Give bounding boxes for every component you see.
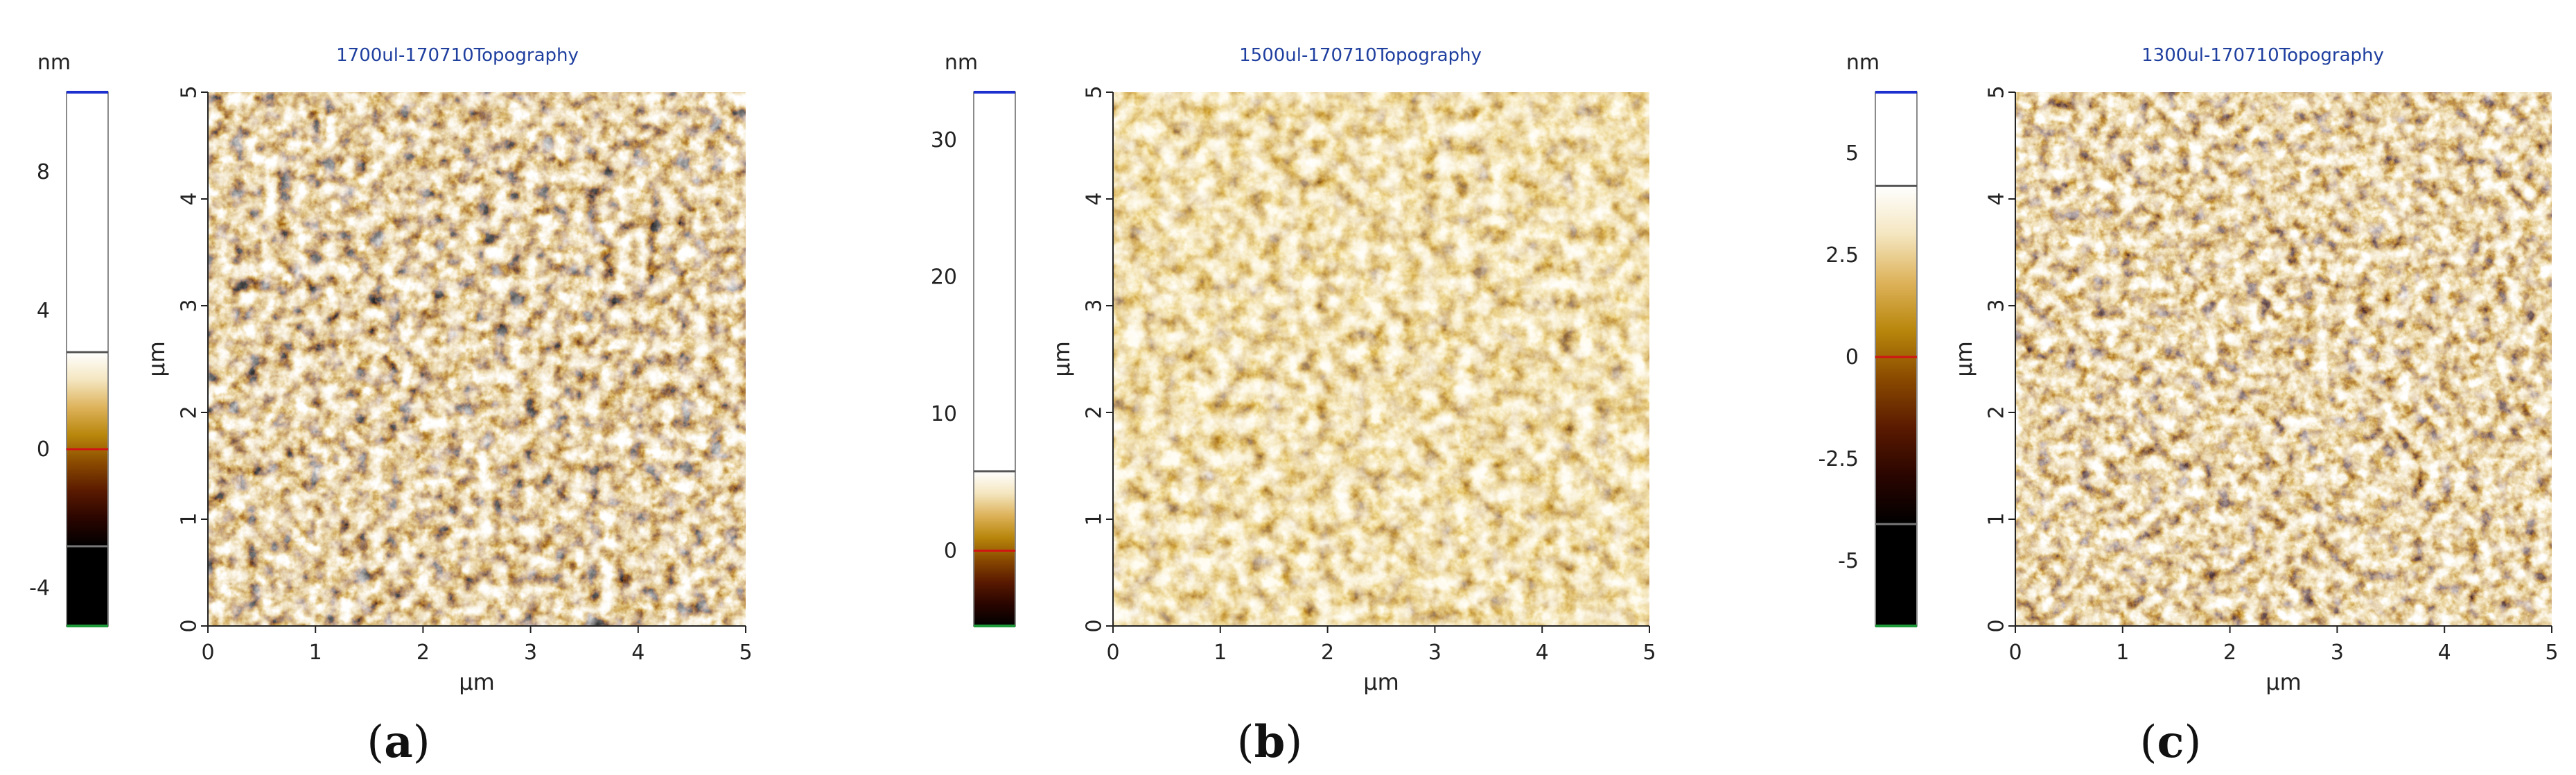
x-tick-label: 1 bbox=[2116, 641, 2129, 665]
y-tick-label: 0 bbox=[177, 619, 202, 632]
x-tick-label: 0 bbox=[2008, 641, 2022, 665]
colorbar-tick-label: 4 bbox=[37, 299, 50, 323]
colorbar-tick-label: 2.5 bbox=[1825, 243, 1859, 268]
colorbar: nm 0 10 20 30 bbox=[931, 51, 1016, 627]
axes: 0 1 2 3 4 5 0 1 2 3 4 5 μm μm bbox=[1049, 85, 1656, 695]
y-tick-label: 3 bbox=[1985, 299, 2009, 312]
x-tick-label: 5 bbox=[739, 641, 752, 665]
x-tick-label: 1 bbox=[309, 641, 322, 665]
panel-caption: (c) bbox=[2140, 716, 2202, 768]
x-tick-label: 3 bbox=[524, 641, 537, 665]
y-tick-label: 0 bbox=[1985, 619, 2009, 632]
x-tick-label: 0 bbox=[201, 641, 214, 665]
colorbar: nm -5 -2.5 0 2.5 5 bbox=[1818, 51, 1918, 627]
colorbar-tick-label: 10 bbox=[931, 402, 957, 426]
colorbar-tick-label: -2.5 bbox=[1818, 447, 1859, 471]
colorbar-unit-label: nm bbox=[1846, 51, 1880, 75]
y-axis-label: μm bbox=[1049, 341, 1075, 377]
x-tick-label: 4 bbox=[1536, 641, 1549, 665]
colorbar-tick-label: 0 bbox=[37, 437, 50, 462]
y-tick-label: 5 bbox=[177, 85, 202, 98]
y-tick-label: 2 bbox=[1985, 406, 2009, 419]
y-axis-label: μm bbox=[1951, 341, 1977, 377]
colorbar-floor bbox=[67, 546, 108, 626]
panel-title: 1700ul-170710Topography bbox=[336, 45, 579, 66]
afm-panel-a: 1700ul-170710Topography nm -4 0 4 8 0 1 2 3 4 5 0 1 2 3… bbox=[29, 45, 752, 768]
x-tick-label: 5 bbox=[1642, 641, 1656, 665]
colorbar-tick-label: -4 bbox=[29, 576, 50, 600]
colorbar-unit-label: nm bbox=[37, 51, 71, 75]
y-tick-label: 5 bbox=[1083, 85, 1107, 98]
axes: 0 1 2 3 4 5 0 1 2 3 4 5 μm μm bbox=[143, 85, 753, 695]
colorbar-tick-label: 30 bbox=[931, 128, 957, 153]
y-tick-label: 4 bbox=[1985, 192, 2009, 205]
colorbar-gradient bbox=[974, 471, 1015, 626]
x-axis-label: μm bbox=[2266, 669, 2302, 695]
y-tick-label: 4 bbox=[177, 192, 202, 205]
x-tick-label: 5 bbox=[2545, 641, 2558, 665]
colorbar-tick-label: 5 bbox=[1846, 141, 1859, 166]
panel-title: 1300ul-170710Topography bbox=[2141, 45, 2384, 66]
colorbar-tick-label: 20 bbox=[931, 265, 957, 290]
y-tick-label: 1 bbox=[177, 512, 202, 525]
y-axis-label: μm bbox=[143, 341, 170, 377]
panel-caption: (b) bbox=[1237, 716, 1303, 768]
x-axis-label: μm bbox=[1363, 669, 1399, 695]
x-tick-label: 0 bbox=[1106, 641, 1119, 665]
y-tick-label: 0 bbox=[1083, 619, 1107, 632]
topography-image bbox=[208, 92, 746, 626]
afm-panel-c: 1300ul-170710Topography nm -5 -2.5 0 2.5 5 0 1 2 3… bbox=[1818, 45, 2558, 768]
x-tick-label: 3 bbox=[1428, 641, 1442, 665]
colorbar-tick-label: 0 bbox=[944, 539, 957, 563]
colorbar-floor bbox=[1875, 524, 1917, 626]
x-tick-label: 1 bbox=[1213, 641, 1227, 665]
y-tick-label: 1 bbox=[1083, 512, 1107, 525]
colorbar-tick-label: -5 bbox=[1838, 549, 1859, 573]
y-tick-label: 2 bbox=[1083, 406, 1107, 419]
x-tick-label: 2 bbox=[1321, 641, 1334, 665]
topography-image bbox=[2015, 92, 2552, 626]
colorbar-tick-label: 0 bbox=[1846, 345, 1859, 369]
topography-image bbox=[1113, 92, 1649, 626]
y-tick-label: 3 bbox=[1083, 299, 1107, 312]
y-tick-label: 3 bbox=[177, 299, 202, 312]
y-tick-label: 4 bbox=[1083, 192, 1107, 205]
panel-title: 1500ul-170710Topography bbox=[1239, 45, 1482, 66]
x-tick-label: 3 bbox=[2331, 641, 2344, 665]
x-tick-label: 4 bbox=[2438, 641, 2451, 665]
y-tick-label: 2 bbox=[177, 406, 202, 419]
colorbar-gradient bbox=[1875, 186, 1917, 525]
y-tick-label: 1 bbox=[1985, 512, 2009, 525]
y-tick-label: 5 bbox=[1985, 85, 2009, 98]
x-tick-label: 2 bbox=[2223, 641, 2236, 665]
colorbar: nm -4 0 4 8 bbox=[29, 51, 109, 627]
colorbar-unit-label: nm bbox=[945, 51, 978, 75]
panel-caption: (a) bbox=[367, 716, 430, 768]
x-axis-label: μm bbox=[459, 669, 495, 695]
x-tick-label: 4 bbox=[631, 641, 645, 665]
colorbar-tick-label: 8 bbox=[37, 160, 50, 184]
axes: 0 1 2 3 4 5 0 1 2 3 4 5 μm μm bbox=[1951, 85, 2559, 695]
x-tick-label: 2 bbox=[417, 641, 430, 665]
afm-panel-b: 1500ul-170710Topography nm 0 10 20 30 0 1 2 3 4 5 0 1… bbox=[931, 45, 1656, 768]
